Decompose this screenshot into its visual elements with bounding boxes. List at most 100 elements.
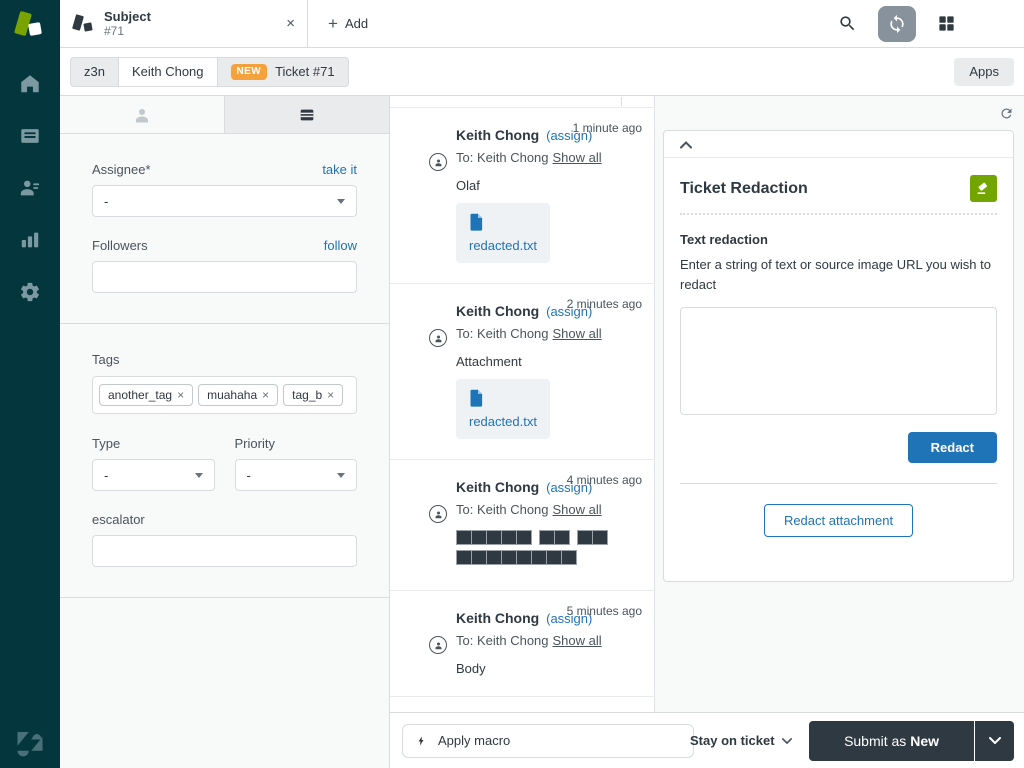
message-recipients: To: Keith Chong: [456, 150, 549, 165]
redact-button[interactable]: Redact: [907, 432, 997, 464]
nav-views-button[interactable]: [0, 110, 60, 162]
tags-input[interactable]: another_tag × muahaha × tag_b ×: [92, 376, 357, 414]
assign-link[interactable]: (assign): [546, 480, 593, 495]
refresh-button[interactable]: [878, 5, 916, 42]
remove-tag-icon[interactable]: ×: [177, 388, 185, 402]
user-avatar[interactable]: [977, 8, 1009, 40]
show-all-link[interactable]: Show all: [552, 633, 602, 648]
submit-options-button[interactable]: [974, 720, 1014, 761]
file-icon: [470, 389, 483, 407]
chevron-down-icon: [194, 472, 203, 478]
plus-icon: +: [328, 14, 338, 33]
add-tab-button[interactable]: + Add: [308, 0, 388, 47]
breadcrumb-ticket[interactable]: NEW Ticket #71: [216, 56, 349, 87]
message-list: Keith Chong (assign) 1 minute ago To: Ke…: [390, 108, 654, 697]
follow-link[interactable]: follow: [323, 238, 357, 253]
breadcrumb-requester[interactable]: Keith Chong: [118, 56, 217, 87]
apps-reload-button[interactable]: [999, 106, 1014, 124]
zendesk-logo[interactable]: [15, 727, 45, 760]
gear-icon: [21, 282, 39, 302]
tag-label: another_tag: [108, 388, 173, 402]
assignee-select[interactable]: -: [92, 185, 357, 217]
apps-button[interactable]: Apps: [954, 57, 1014, 86]
apply-macro-button[interactable]: Apply macro: [402, 723, 694, 758]
redacted-block: [577, 530, 593, 545]
type-value: -: [104, 467, 109, 483]
redacted-block: [516, 550, 532, 565]
divider: [680, 483, 997, 485]
submit-split-button: Submit as New: [809, 720, 1014, 761]
nav-home-button[interactable]: [0, 58, 60, 110]
redacted-block: [539, 530, 555, 545]
ticket-fields-icon: [300, 109, 314, 120]
assign-link[interactable]: (assign): [546, 304, 593, 319]
tab-ticket-fields[interactable]: [225, 96, 389, 134]
submit-button[interactable]: Submit as New: [809, 720, 974, 761]
message-recipients: To: Keith Chong: [456, 502, 549, 517]
fields-section: Tags another_tag × muahaha × tag_b × Type -: [60, 324, 389, 598]
search-button[interactable]: [838, 14, 857, 33]
conversation-panel: Keith Chong (assign) 1 minute ago To: Ke…: [390, 96, 655, 712]
redaction-text-input[interactable]: [680, 307, 997, 416]
assign-link[interactable]: (assign): [546, 128, 593, 143]
nav-admin-button[interactable]: [0, 266, 60, 318]
message-timestamp: 4 minutes ago: [566, 473, 642, 487]
apps-panel: Ticket Redaction Text redaction Enter a …: [655, 96, 1024, 712]
close-tab-button[interactable]: ×: [286, 15, 295, 32]
stay-on-ticket-dropdown[interactable]: Stay on ticket: [690, 733, 792, 748]
content-area: Assignee* take it - Followers follow: [60, 96, 1024, 768]
conversation-message: Keith Chong (assign) 5 minutes ago To: K…: [390, 591, 654, 697]
redacted-block: [561, 550, 577, 565]
show-all-link[interactable]: Show all: [552, 502, 602, 517]
attachment-card[interactable]: redacted.txt: [456, 203, 550, 263]
tag-pill[interactable]: tag_b ×: [283, 384, 344, 406]
redaction-description: Enter a string of text or source image U…: [680, 257, 991, 293]
attachment-link[interactable]: redacted.txt: [469, 238, 537, 253]
home-icon: [21, 75, 39, 93]
assignee-value: -: [104, 193, 109, 209]
followers-input[interactable]: [92, 261, 357, 293]
message-body: Body: [456, 661, 486, 676]
collapse-app-button[interactable]: [680, 141, 692, 149]
redacted-block: [501, 530, 517, 545]
breadcrumb-account[interactable]: z3n: [70, 56, 119, 87]
views-icon: [21, 129, 39, 143]
take-it-link[interactable]: take it: [322, 162, 357, 177]
agent-badge-icon: [429, 153, 447, 171]
eraser-icon: [970, 175, 997, 202]
avatar: [402, 126, 447, 171]
priority-select[interactable]: -: [234, 459, 357, 491]
show-all-link[interactable]: Show all: [552, 326, 602, 341]
chevron-up-icon: [680, 141, 692, 149]
redact-attachment-button[interactable]: Redact attachment: [763, 504, 914, 538]
tab-requester[interactable]: [60, 96, 225, 134]
refresh-icon: [890, 14, 904, 33]
escalator-input[interactable]: [92, 535, 357, 567]
remove-tag-icon[interactable]: ×: [262, 388, 270, 402]
tag-label: tag_b: [292, 388, 323, 402]
product-logo[interactable]: [0, 0, 60, 58]
message-timestamp: 1 minute ago: [572, 121, 642, 135]
attachment-card[interactable]: redacted.txt: [456, 379, 550, 439]
remove-tag-icon[interactable]: ×: [327, 388, 335, 402]
attachment-link[interactable]: redacted.txt: [469, 414, 537, 429]
top-bar: Subject #71 × + Add: [60, 0, 1024, 48]
avatar: [402, 478, 447, 523]
breadcrumb: z3n Keith Chong NEW Ticket #71: [70, 56, 349, 87]
nav-reporting-button[interactable]: [0, 214, 60, 266]
redacted-block: [486, 550, 502, 565]
redacted-block: [554, 530, 570, 545]
tag-pill[interactable]: muahaha ×: [198, 384, 279, 406]
nav-customers-button[interactable]: [0, 162, 60, 214]
conversation-scroll-edge: [390, 96, 654, 108]
redacted-block: [456, 550, 472, 565]
stay-on-ticket-label: Stay on ticket: [690, 733, 775, 748]
tag-pill[interactable]: another_tag ×: [99, 384, 194, 406]
ticket-number-label: Ticket #71: [275, 64, 335, 79]
apply-macro-label: Apply macro: [438, 733, 511, 748]
apps-grid-button[interactable]: [937, 14, 956, 33]
ticket-tab[interactable]: Subject #71 ×: [60, 0, 308, 47]
show-all-link[interactable]: Show all: [552, 150, 602, 165]
assign-link[interactable]: (assign): [546, 611, 593, 626]
type-select[interactable]: -: [92, 459, 215, 491]
